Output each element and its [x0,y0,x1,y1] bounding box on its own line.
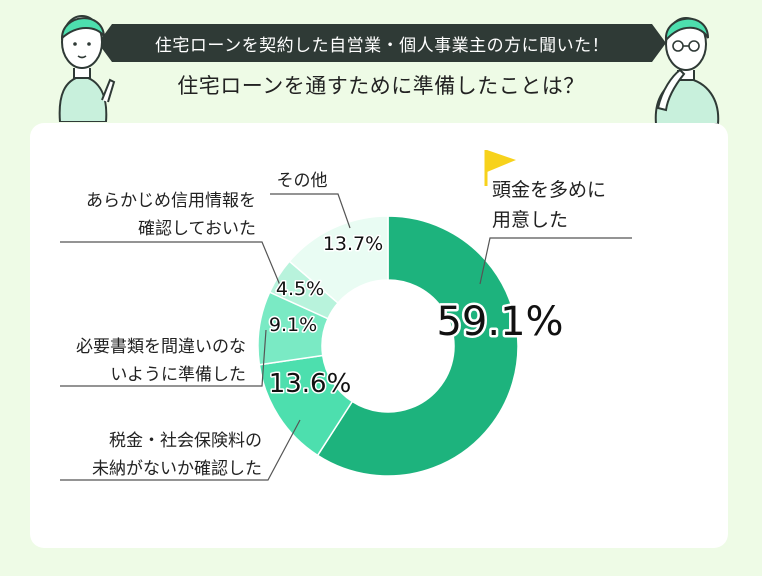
category-label-1-1: 未納がないか確認した [92,459,262,479]
category-label-3-0: あらかじめ信用情報を [86,191,256,211]
category-label-0-0: 頭金を多めに [492,179,606,201]
value-label-1: 13.6% [269,369,352,399]
flag-icon [487,150,516,172]
value-label-2: 9.1% [269,314,317,336]
category-label-0-1: 用意した [492,209,568,231]
leader-line-1 [60,419,301,481]
leader-line-4 [270,193,351,229]
category-label-2-0: 必要書類を間違いのな [76,337,246,357]
slice-4 [288,215,389,305]
category-label-1-0: 税金・社会保険料の [109,431,262,451]
category-label-4-0: その他 [277,171,328,191]
value-label-4: 13.7% [323,233,383,255]
thinking-man-illustration [654,17,720,124]
banner-text: 住宅ローンを契約した自営業・個人事業主の方に聞いた！ [154,35,610,56]
leader-line-3 [60,241,283,291]
category-label-2-1: いように準備した [110,365,246,385]
leader-line-2 [60,329,267,387]
chart-card [30,123,728,548]
leader-line-0 [479,237,632,285]
value-label-3: 4.5% [276,278,324,300]
thinking-woman-illustration [58,15,116,122]
slice-0 [316,215,519,477]
question-title: 住宅ローンを通すために準備したことは？ [177,74,585,98]
header-banner: 住宅ローンを契約した自営業・個人事業主の方に聞いた！ [98,24,666,62]
value-label-0: 59.1% [436,299,563,345]
category-label-3-1: 確認しておいた [138,219,256,239]
